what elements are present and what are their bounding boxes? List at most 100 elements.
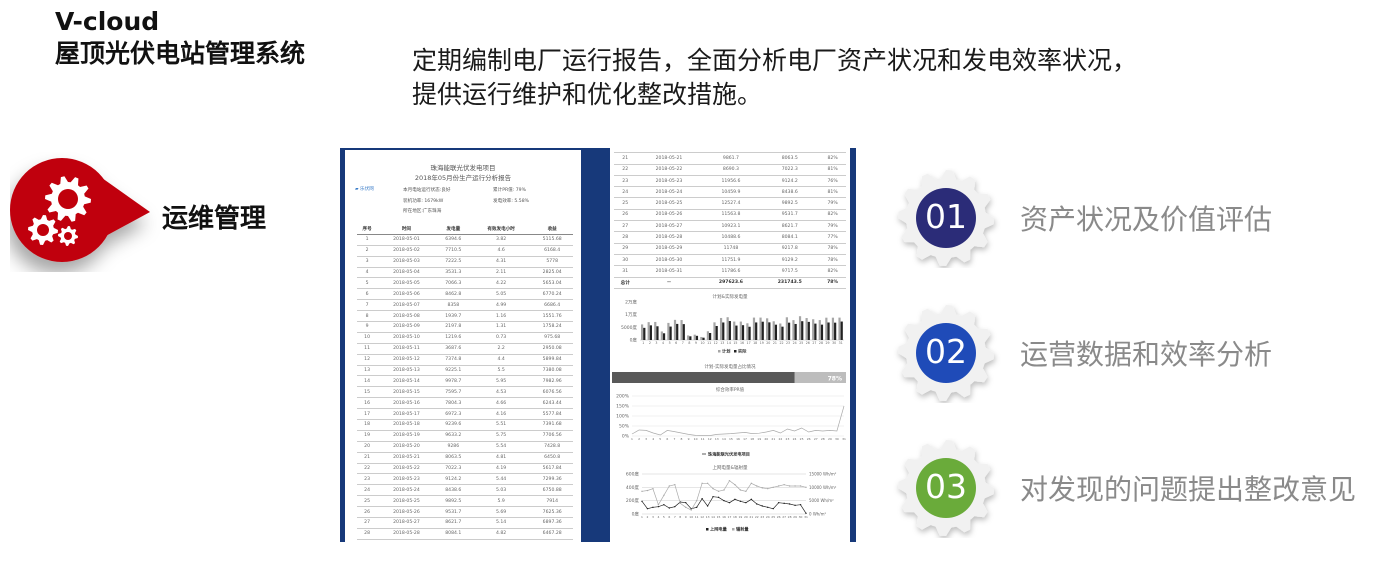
y-tick-label-right: 5000 Wh/m² — [809, 498, 834, 503]
report-project: 珠海能联光伏发电项目 — [430, 164, 496, 172]
table-cell: 6972.3 — [435, 408, 471, 421]
table-cell: 2018-05-12 — [377, 354, 436, 366]
x-tick-label: 1 — [641, 515, 643, 519]
table-cell: 20 — [614, 148, 637, 154]
bar — [766, 318, 769, 340]
table-cell: 82% — [819, 209, 846, 222]
table-cell: 2018-05-19 — [377, 430, 436, 442]
table-cell: 2018-05-27 — [377, 517, 436, 529]
table-cell: 7380.08 — [531, 365, 573, 377]
table-cell: 2018-05-28 — [377, 528, 436, 540]
x-tick-label: 23 — [786, 341, 790, 345]
table-cell: 2018-05-16 — [377, 397, 436, 410]
table-cell: 6750.88 — [531, 484, 573, 497]
y-tick-label-right: 0 Wh/m² — [809, 512, 827, 517]
table-cell: 10488.6 — [701, 231, 761, 244]
report-preview: 珠海能联光伏发电项目 2018年05月份生产运行分析报告 ▰ 乐伏网 本月电站运… — [340, 148, 856, 542]
x-tick-label: 17 — [747, 341, 751, 345]
table-cell: 7391.68 — [531, 419, 573, 431]
table-cell: 4.16 — [470, 408, 532, 421]
y-tick-label-right: 10000 Wh/m² — [809, 485, 837, 490]
bar — [719, 317, 723, 340]
table-cell: 2018-05-02 — [377, 245, 436, 257]
x-tick-label: 29 — [826, 341, 830, 345]
bar — [774, 324, 778, 340]
data-point — [641, 500, 643, 503]
bar — [735, 325, 738, 340]
y-tick-label: 2万度 — [625, 299, 637, 306]
x-tick-label: 10 — [694, 437, 698, 441]
table-cell: -- — [636, 277, 702, 289]
info-region: 所在地区:广东珠海 — [403, 209, 442, 214]
data-point — [745, 501, 747, 504]
table-cell: 297623.6 — [701, 277, 761, 289]
x-tick-label: 23 — [786, 437, 790, 441]
table-cell: 78% — [819, 243, 846, 255]
table-cell: 6394.6 — [435, 234, 471, 246]
x-tick-label: 20 — [744, 515, 748, 519]
x-tick-label: 19 — [760, 341, 764, 345]
data-point — [734, 483, 736, 486]
x-tick-label: 21 — [771, 437, 775, 441]
bar — [715, 325, 718, 340]
table-cell: 2018-05-20 — [377, 441, 436, 453]
bar — [709, 332, 712, 340]
table-cell: 15 — [357, 386, 378, 399]
bar — [787, 322, 791, 340]
y-tick-label: 1万度 — [625, 311, 637, 318]
table-cell: 7625.36 — [531, 506, 573, 519]
table-cell: 5617.84 — [531, 463, 573, 475]
data-point — [794, 504, 796, 507]
x-tick-label: 26 — [807, 437, 811, 441]
table-row: 24 2018-05-24 8438.6 5.03 6750.88 — [357, 484, 573, 497]
x-tick-label: 23 — [760, 515, 764, 519]
table-cell: 9531.7 — [435, 506, 471, 519]
table-row: 24 2018-05-24 10459.9 8438.6 81% — [614, 186, 846, 199]
bar — [825, 317, 828, 340]
x-tick-label: 13 — [706, 515, 710, 519]
data-point — [690, 509, 692, 511]
table-cell: 2018-05-24 — [377, 484, 436, 497]
x-tick-label: 9 — [688, 437, 690, 441]
legend-label: 计划 — [722, 348, 730, 355]
bar — [728, 321, 731, 340]
table-cell: 11563.8 — [701, 209, 761, 222]
table-cell: 2018-05-22 — [377, 463, 436, 475]
table-row: 10 2018-05-10 1219.6 0.73 975.68 — [357, 332, 573, 344]
data-point — [723, 489, 725, 491]
table-cell: 8690.3 — [701, 164, 761, 176]
data-point — [679, 502, 681, 505]
table-row: 26 2018-05-26 9531.7 5.69 7625.36 — [357, 506, 573, 519]
table-cell: 2197.8 — [435, 321, 471, 333]
table-cell: 11748 — [701, 243, 761, 255]
table-cell: 8621.7 — [435, 517, 471, 529]
table-cell: 7804.3 — [435, 397, 471, 410]
slide-subtitle: 定期编制电厂运行报告，全面分析电厂资产状况和发电效率状况， 提供运行维护和优化整… — [412, 44, 1137, 112]
table-cell: 6 — [357, 288, 378, 301]
table-cell: 12527.4 — [701, 197, 761, 210]
logo: ▰ 乐伏网 — [355, 187, 374, 192]
table-cell: 5.54 — [470, 441, 532, 453]
x-tick-label: 26 — [806, 341, 810, 345]
table-cell: 5.14 — [470, 517, 532, 529]
gear-icon — [898, 170, 994, 266]
table-cell: 4.66 — [470, 397, 532, 410]
x-tick-label: 16 — [736, 437, 740, 441]
x-tick-label: 28 — [819, 341, 823, 345]
table-cell: 7982.96 — [531, 375, 573, 388]
table-cell: 2.2 — [470, 343, 532, 355]
report-page-2: 202018-05-2011417.4928681%212018-05-2198… — [610, 148, 850, 542]
total-row: 总计 -- 297623.6 231743.5 78% — [614, 277, 846, 289]
bar — [722, 322, 725, 340]
subtitle-line: 定期编制电厂运行报告，全面分析电厂资产状况和发电效率状况， — [412, 46, 1138, 75]
bar — [772, 321, 775, 340]
x-tick-label: 28 — [821, 437, 825, 441]
gears-icon — [10, 158, 150, 262]
x-tick-label: 31 — [804, 515, 808, 519]
x-tick-label: 15 — [733, 341, 737, 345]
x-tick-label: 5 — [663, 515, 665, 519]
table-cell: 2018-05-26 — [377, 506, 436, 519]
data-point — [739, 489, 742, 491]
x-tick-label: 1 — [642, 341, 644, 345]
data-point — [788, 503, 791, 505]
